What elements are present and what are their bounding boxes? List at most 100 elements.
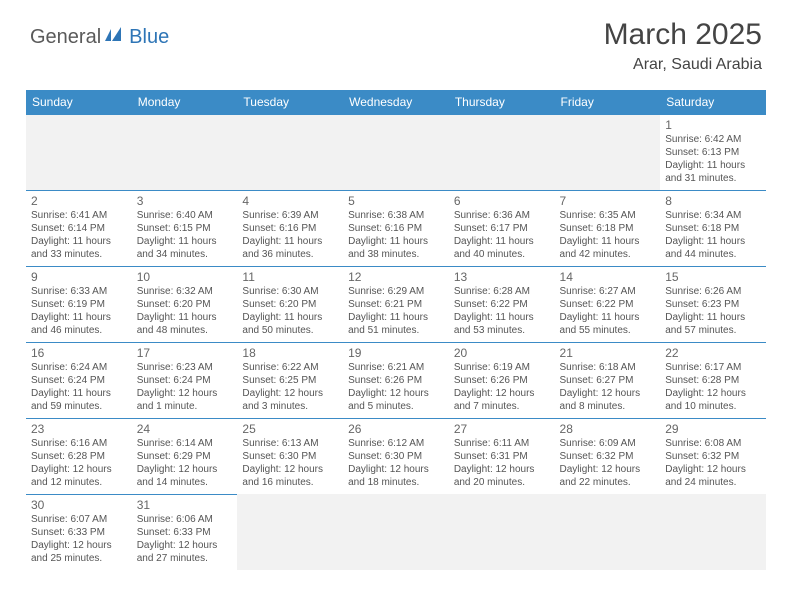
day2-text: and 40 minutes. bbox=[454, 248, 550, 261]
calendar-cell: 30Sunrise: 6:07 AMSunset: 6:33 PMDayligh… bbox=[26, 495, 132, 571]
sunrise-text: Sunrise: 6:41 AM bbox=[31, 209, 127, 222]
sunset-text: Sunset: 6:18 PM bbox=[665, 222, 761, 235]
sunrise-text: Sunrise: 6:16 AM bbox=[31, 437, 127, 450]
calendar-cell: 11Sunrise: 6:30 AMSunset: 6:20 PMDayligh… bbox=[237, 267, 343, 343]
day2-text: and 57 minutes. bbox=[665, 324, 761, 337]
day2-text: and 18 minutes. bbox=[348, 476, 444, 489]
calendar-cell: 12Sunrise: 6:29 AMSunset: 6:21 PMDayligh… bbox=[343, 267, 449, 343]
logo-text-general: General bbox=[30, 26, 101, 49]
day2-text: and 53 minutes. bbox=[454, 324, 550, 337]
day-number: 11 bbox=[242, 270, 338, 284]
calendar-cell: 21Sunrise: 6:18 AMSunset: 6:27 PMDayligh… bbox=[555, 343, 661, 419]
calendar-cell bbox=[449, 495, 555, 571]
day2-text: and 34 minutes. bbox=[137, 248, 233, 261]
day-number: 1 bbox=[665, 118, 761, 132]
day-number: 7 bbox=[560, 194, 656, 208]
sunset-text: Sunset: 6:22 PM bbox=[454, 298, 550, 311]
day-number: 4 bbox=[242, 194, 338, 208]
day2-text: and 3 minutes. bbox=[242, 400, 338, 413]
day1-text: Daylight: 12 hours bbox=[665, 387, 761, 400]
sunset-text: Sunset: 6:22 PM bbox=[560, 298, 656, 311]
day2-text: and 42 minutes. bbox=[560, 248, 656, 261]
sunset-text: Sunset: 6:29 PM bbox=[137, 450, 233, 463]
day-number: 14 bbox=[560, 270, 656, 284]
day1-text: Daylight: 11 hours bbox=[137, 235, 233, 248]
day2-text: and 46 minutes. bbox=[31, 324, 127, 337]
calendar-cell bbox=[237, 495, 343, 571]
day-number: 9 bbox=[31, 270, 127, 284]
day-number: 29 bbox=[665, 422, 761, 436]
day-number: 21 bbox=[560, 346, 656, 360]
calendar-week: 30Sunrise: 6:07 AMSunset: 6:33 PMDayligh… bbox=[26, 495, 766, 571]
flag-icon bbox=[105, 27, 127, 48]
sunset-text: Sunset: 6:20 PM bbox=[137, 298, 233, 311]
day2-text: and 38 minutes. bbox=[348, 248, 444, 261]
sunset-text: Sunset: 6:13 PM bbox=[665, 146, 761, 159]
day-number: 10 bbox=[137, 270, 233, 284]
day2-text: and 51 minutes. bbox=[348, 324, 444, 337]
calendar-cell: 18Sunrise: 6:22 AMSunset: 6:25 PMDayligh… bbox=[237, 343, 343, 419]
calendar-week: 9Sunrise: 6:33 AMSunset: 6:19 PMDaylight… bbox=[26, 267, 766, 343]
day1-text: Daylight: 11 hours bbox=[137, 311, 233, 324]
sunset-text: Sunset: 6:27 PM bbox=[560, 374, 656, 387]
day2-text: and 22 minutes. bbox=[560, 476, 656, 489]
sunrise-text: Sunrise: 6:09 AM bbox=[560, 437, 656, 450]
calendar-cell: 16Sunrise: 6:24 AMSunset: 6:24 PMDayligh… bbox=[26, 343, 132, 419]
sunrise-text: Sunrise: 6:34 AM bbox=[665, 209, 761, 222]
calendar-cell bbox=[660, 495, 766, 571]
sunrise-text: Sunrise: 6:35 AM bbox=[560, 209, 656, 222]
sunset-text: Sunset: 6:33 PM bbox=[137, 526, 233, 539]
day-number: 30 bbox=[31, 498, 127, 512]
calendar-week: 1Sunrise: 6:42 AMSunset: 6:13 PMDaylight… bbox=[26, 115, 766, 191]
calendar-cell: 10Sunrise: 6:32 AMSunset: 6:20 PMDayligh… bbox=[132, 267, 238, 343]
day-header: Sunday bbox=[26, 90, 132, 115]
day2-text: and 36 minutes. bbox=[242, 248, 338, 261]
sunset-text: Sunset: 6:24 PM bbox=[31, 374, 127, 387]
sunset-text: Sunset: 6:32 PM bbox=[665, 450, 761, 463]
sunrise-text: Sunrise: 6:33 AM bbox=[31, 285, 127, 298]
calendar-cell: 19Sunrise: 6:21 AMSunset: 6:26 PMDayligh… bbox=[343, 343, 449, 419]
day1-text: Daylight: 12 hours bbox=[348, 463, 444, 476]
logo-text-blue: Blue bbox=[129, 26, 169, 49]
sunrise-text: Sunrise: 6:06 AM bbox=[137, 513, 233, 526]
sunrise-text: Sunrise: 6:40 AM bbox=[137, 209, 233, 222]
sunset-text: Sunset: 6:26 PM bbox=[348, 374, 444, 387]
sunrise-text: Sunrise: 6:32 AM bbox=[137, 285, 233, 298]
calendar-week: 2Sunrise: 6:41 AMSunset: 6:14 PMDaylight… bbox=[26, 191, 766, 267]
day1-text: Daylight: 12 hours bbox=[242, 387, 338, 400]
day-number: 27 bbox=[454, 422, 550, 436]
calendar-cell: 24Sunrise: 6:14 AMSunset: 6:29 PMDayligh… bbox=[132, 419, 238, 495]
calendar-cell bbox=[343, 115, 449, 191]
day2-text: and 12 minutes. bbox=[31, 476, 127, 489]
calendar-cell: 9Sunrise: 6:33 AMSunset: 6:19 PMDaylight… bbox=[26, 267, 132, 343]
calendar-cell: 6Sunrise: 6:36 AMSunset: 6:17 PMDaylight… bbox=[449, 191, 555, 267]
day-number: 20 bbox=[454, 346, 550, 360]
day1-text: Daylight: 12 hours bbox=[348, 387, 444, 400]
calendar-cell: 26Sunrise: 6:12 AMSunset: 6:30 PMDayligh… bbox=[343, 419, 449, 495]
calendar-cell bbox=[26, 115, 132, 191]
day2-text: and 20 minutes. bbox=[454, 476, 550, 489]
calendar-cell: 27Sunrise: 6:11 AMSunset: 6:31 PMDayligh… bbox=[449, 419, 555, 495]
day1-text: Daylight: 12 hours bbox=[454, 387, 550, 400]
day-number: 26 bbox=[348, 422, 444, 436]
day-number: 16 bbox=[31, 346, 127, 360]
calendar-cell: 25Sunrise: 6:13 AMSunset: 6:30 PMDayligh… bbox=[237, 419, 343, 495]
day-header: Thursday bbox=[449, 90, 555, 115]
day-number: 17 bbox=[137, 346, 233, 360]
sunset-text: Sunset: 6:31 PM bbox=[454, 450, 550, 463]
day2-text: and 55 minutes. bbox=[560, 324, 656, 337]
calendar-cell: 8Sunrise: 6:34 AMSunset: 6:18 PMDaylight… bbox=[660, 191, 766, 267]
day1-text: Daylight: 12 hours bbox=[560, 387, 656, 400]
day2-text: and 25 minutes. bbox=[31, 552, 127, 565]
day2-text: and 10 minutes. bbox=[665, 400, 761, 413]
day1-text: Daylight: 12 hours bbox=[137, 387, 233, 400]
day1-text: Daylight: 11 hours bbox=[31, 311, 127, 324]
day1-text: Daylight: 12 hours bbox=[665, 463, 761, 476]
calendar-cell bbox=[555, 115, 661, 191]
day2-text: and 50 minutes. bbox=[242, 324, 338, 337]
sunset-text: Sunset: 6:21 PM bbox=[348, 298, 444, 311]
day-number: 5 bbox=[348, 194, 444, 208]
day2-text: and 8 minutes. bbox=[560, 400, 656, 413]
day2-text: and 44 minutes. bbox=[665, 248, 761, 261]
sunset-text: Sunset: 6:32 PM bbox=[560, 450, 656, 463]
